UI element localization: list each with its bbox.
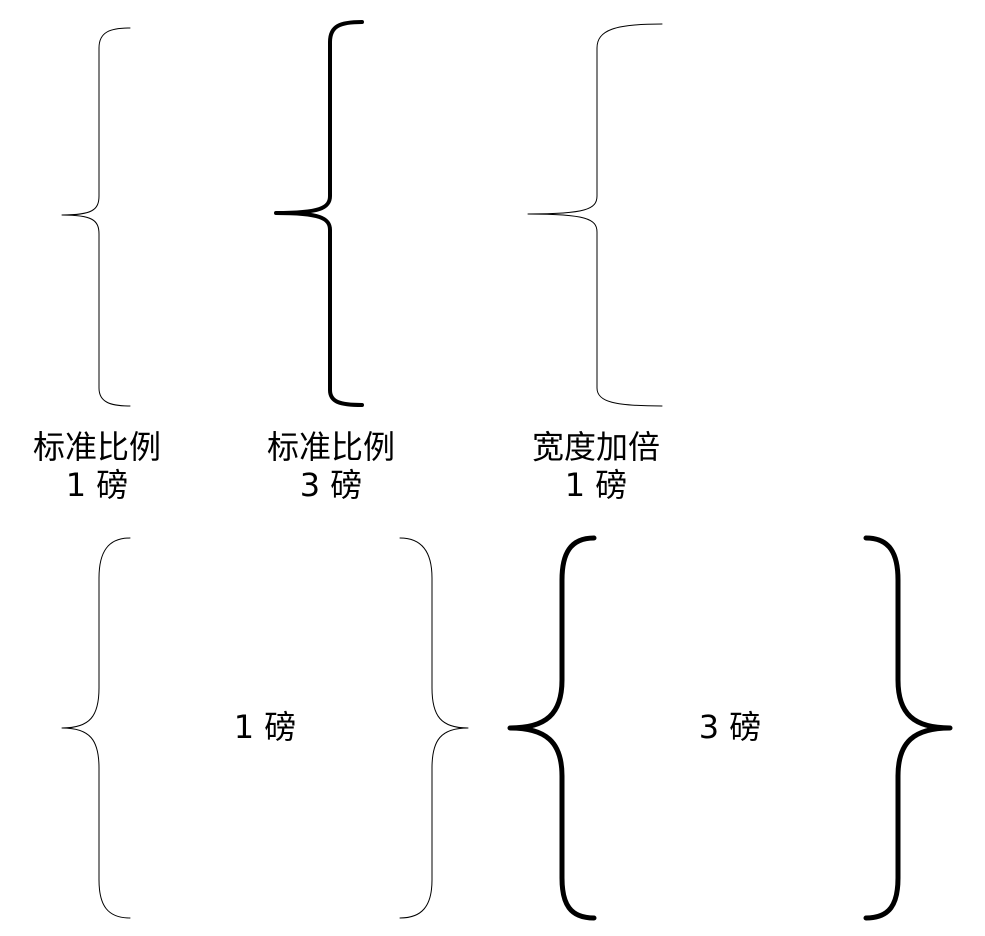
brace-pair-thin-left — [61, 537, 131, 919]
brace-pair-thin-right — [399, 537, 469, 919]
brace-pair-thick-right — [863, 535, 953, 921]
brace-pair-thick-left — [507, 535, 597, 921]
caption-line-2: 1 磅 — [65, 466, 129, 504]
caption-line-1: 宽度加倍 — [531, 428, 660, 466]
pair-thin-label: 1 磅 — [233, 708, 297, 746]
caption-line-1: 标准比例 — [266, 428, 395, 466]
brace-standard-1pt — [61, 27, 131, 407]
caption-standard-1pt: 标准比例 1 磅 — [17, 428, 177, 504]
caption-line-1: 标准比例 — [32, 428, 161, 466]
pair-thick-label: 3 磅 — [698, 708, 762, 746]
caption-line-2: 1 磅 — [564, 466, 628, 504]
caption-line-2: 3 磅 — [299, 466, 363, 504]
caption-double-width-1pt: 宽度加倍 1 磅 — [516, 428, 676, 504]
brace-double-width-1pt — [527, 23, 663, 407]
brace-standard-3pt — [274, 20, 364, 407]
caption-standard-3pt: 标准比例 3 磅 — [251, 428, 411, 504]
